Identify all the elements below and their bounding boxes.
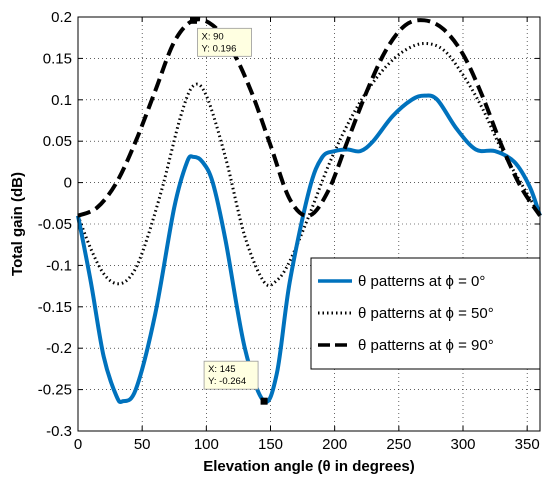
series-line-phi-0 (76, 93, 542, 405)
y-tick-label: -0.1 (46, 257, 72, 274)
y-tick-label: 0.2 (51, 9, 72, 26)
datatip-x-label: X: 90 (202, 31, 224, 42)
y-tick-label: -0.2 (46, 340, 72, 357)
y-tick-label: -0.15 (38, 299, 72, 316)
x-axis-label: Elevation angle (θ in degrees) (203, 458, 415, 475)
x-tick-label: 50 (134, 436, 151, 453)
x-tick-label: 150 (258, 436, 283, 453)
datatip: X: 90Y: 0.196 (190, 16, 252, 57)
y-tick-label: -0.3 (46, 423, 72, 440)
x-tick-label: 100 (194, 436, 219, 453)
plot-frame (77, 16, 541, 432)
legend-box (310, 257, 541, 370)
y-tick-label: 0.1 (51, 92, 72, 109)
x-tick-label: 200 (322, 436, 347, 453)
y-tick-label: 0 (64, 175, 72, 192)
y-axis-label: Total gain (dB) (9, 172, 26, 276)
series-line-phi-50 (76, 41, 542, 288)
datatip-marker (260, 397, 268, 405)
y-tick-label: -0.05 (38, 216, 72, 233)
datatip-x-label: X: 145 (208, 364, 235, 375)
x-tick-label: 0 (74, 436, 82, 453)
series-layer (76, 17, 542, 405)
x-tick-label: 250 (386, 436, 411, 453)
y-tick-label: 0.05 (43, 133, 72, 150)
series-line-phi-90 (77, 17, 542, 218)
datatip-box (203, 360, 259, 390)
datatip-y-label: Y: 0.196 (202, 43, 237, 54)
y-tick-label: 0.15 (43, 50, 72, 67)
datatip-box (197, 27, 252, 57)
legend-label-phi-0: θ patterns at ϕ = 0° (358, 273, 485, 290)
legend-label-phi-50: θ patterns at ϕ = 50° (358, 305, 494, 322)
x-tick-label: 350 (515, 436, 540, 453)
x-tick-label: 300 (450, 436, 475, 453)
legend: θ patterns at ϕ = 0° θ patterns at ϕ = 5… (310, 257, 541, 370)
datatip-marker (190, 16, 197, 24)
tick-labels: 0 50 100 150 200 250 300 350 0.2 0.15 0.1 0.05 0 -0.0… (38, 9, 540, 453)
legend-label-phi-90: θ patterns at ϕ = 90° (358, 337, 494, 354)
y-tick-label: -0.25 (38, 382, 72, 399)
datatip-y-label: Y: -0.264 (208, 376, 246, 387)
